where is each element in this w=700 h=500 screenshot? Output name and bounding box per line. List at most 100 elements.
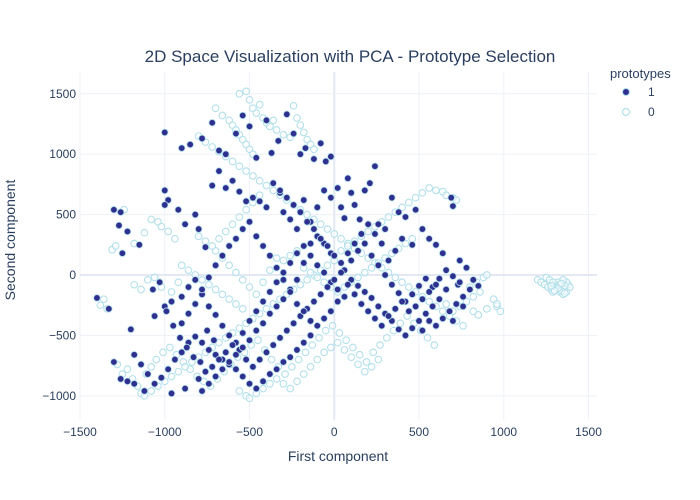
point-1 [391,305,399,313]
point-1 [364,220,372,228]
point-1 [276,186,284,195]
point-1 [259,319,267,328]
point-1 [171,355,179,364]
point-0 [269,186,278,195]
point-1 [313,261,322,270]
point-1 [286,288,294,296]
point-1 [201,367,210,376]
point-0 [293,114,301,122]
point-1 [218,322,227,330]
point-1 [211,372,220,381]
point-1 [462,264,471,272]
point-1 [279,268,288,277]
point-1 [105,305,113,313]
point-1 [350,290,359,299]
point-0 [299,370,308,378]
point-0 [430,341,439,349]
point-1 [255,355,264,364]
point-0 [228,157,237,166]
point-1 [320,314,328,323]
point-1 [327,193,335,202]
point-1 [378,322,386,330]
point-0 [215,234,223,243]
point-1 [333,285,342,294]
legend-item-1[interactable]: 1 [622,85,656,99]
point-0 [306,362,315,371]
point-0 [235,89,244,98]
point-1 [208,363,216,371]
point-1 [201,243,210,251]
point-1 [435,295,444,303]
point-1 [344,174,352,183]
scatter-points [93,87,574,403]
point-1 [323,242,332,250]
point-0 [171,234,179,243]
point-1 [317,290,325,299]
point-1 [388,193,396,202]
point-1 [162,307,171,315]
point-1 [459,293,467,301]
point-1 [344,280,352,289]
point-0 [327,343,335,352]
point-1 [174,206,183,214]
legend-item-0[interactable]: 0 [621,105,656,119]
point-0 [269,116,278,125]
point-1 [317,139,325,147]
point-1 [347,189,355,197]
point-1 [191,332,199,341]
point-1 [239,329,247,337]
point-1 [364,307,372,315]
point-1 [293,249,301,257]
point-0 [288,362,296,371]
legend[interactable]: prototypes 1 0 [610,66,671,119]
point-1 [215,167,223,175]
point-0 [265,379,274,388]
point-0 [313,273,322,282]
point-1 [208,181,216,190]
point-0 [272,254,281,262]
point-1 [474,282,483,290]
point-1 [289,129,298,138]
point-1 [422,309,430,318]
point-0 [408,234,417,243]
point-1 [222,150,230,158]
x-tick-label: −1500 [63,425,97,439]
point-0 [194,232,203,241]
point-1 [161,128,169,137]
point-1 [215,146,223,155]
point-1 [354,247,362,255]
point-0 [238,304,247,313]
point-1 [225,331,233,340]
point-0 [286,384,295,393]
point-1 [262,203,271,212]
point-1 [439,249,447,257]
point-1 [398,235,406,243]
point-1 [222,348,230,357]
chart-title: 2D Space Visualization with PCA - Protot… [145,47,556,66]
point-1 [391,247,399,255]
point-0 [96,301,105,310]
point-0 [130,280,139,289]
point-0 [369,348,378,357]
x-tick-label: 1000 [490,425,517,439]
point-1 [293,276,301,284]
point-1 [300,259,308,267]
y-tick-label: −1000 [42,389,76,403]
point-1 [266,288,274,296]
point-0 [391,273,400,282]
point-0 [159,348,167,357]
point-0 [315,333,323,342]
point-1 [239,343,247,352]
point-1 [289,319,298,328]
point-1 [388,280,396,289]
y-axis-ticks: −1000 −500 0 500 1000 1500 [42,87,76,403]
y-tick-label: 1000 [49,147,76,161]
point-1 [249,193,257,202]
x-tick-label: 500 [409,425,429,439]
point-0 [218,290,227,299]
x-tick-label: 1500 [575,425,602,439]
point-0 [235,387,244,395]
point-1 [194,225,203,233]
point-0 [459,321,467,330]
point-1 [266,309,274,318]
